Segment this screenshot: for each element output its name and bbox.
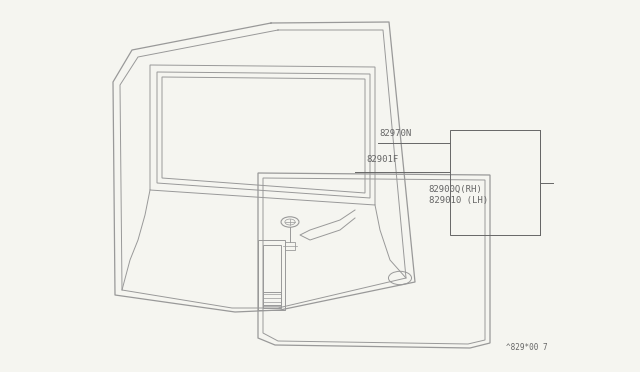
Bar <box>450 130 540 235</box>
Text: ^829*00 7: ^829*00 7 <box>506 343 547 352</box>
Text: 82901F: 82901F <box>367 155 399 164</box>
Text: 82970N: 82970N <box>379 129 411 138</box>
Text: 829010 (LH): 829010 (LH) <box>429 196 488 205</box>
Text: 82900Q(RH): 82900Q(RH) <box>429 185 483 194</box>
